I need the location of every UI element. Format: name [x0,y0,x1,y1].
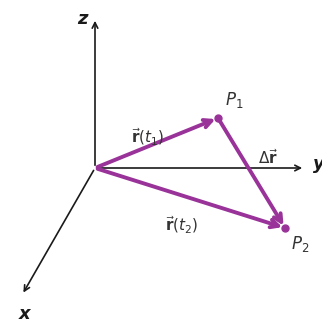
Text: $\Delta\vec{\mathbf{r}}$: $\Delta\vec{\mathbf{r}}$ [258,148,278,168]
Text: $\boldsymbol{y}$: $\boldsymbol{y}$ [312,157,322,175]
Text: $\vec{\mathbf{r}}(t_2)$: $\vec{\mathbf{r}}(t_2)$ [166,215,199,236]
Text: $\vec{\mathbf{r}}(t_1)$: $\vec{\mathbf{r}}(t_1)$ [131,127,165,148]
Text: $P_2$: $P_2$ [291,234,309,254]
Text: $\boldsymbol{x}$: $\boldsymbol{x}$ [18,305,33,323]
Text: $P_1$: $P_1$ [225,90,243,110]
Text: $\boldsymbol{z}$: $\boldsymbol{z}$ [77,10,90,28]
